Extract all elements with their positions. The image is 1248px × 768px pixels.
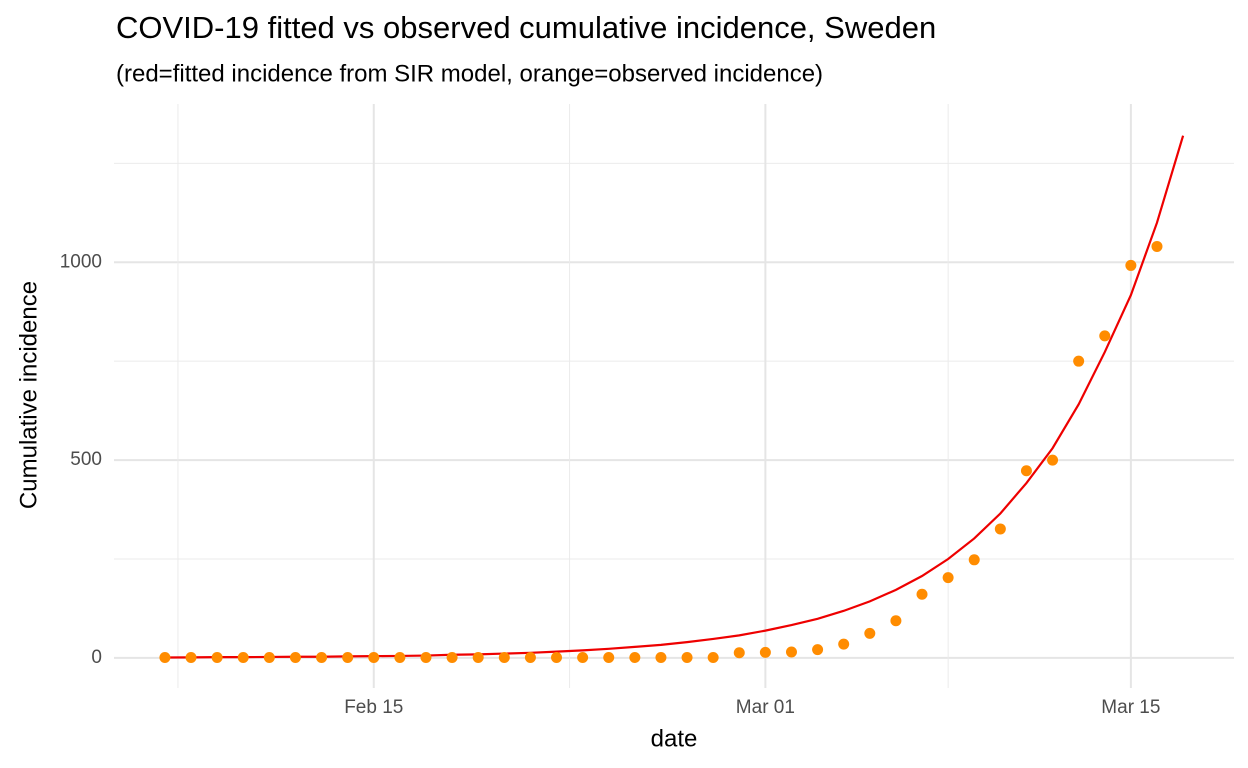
x-tick-label: Mar 15 bbox=[1101, 697, 1160, 718]
observed-point bbox=[812, 644, 824, 656]
chart-title: COVID-19 fitted vs observed cumulative i… bbox=[116, 10, 936, 45]
observed-point bbox=[498, 652, 510, 664]
x-tick-label: Feb 15 bbox=[344, 697, 403, 718]
observed-point bbox=[524, 652, 536, 664]
observed-point bbox=[1151, 240, 1163, 252]
observed-point bbox=[916, 588, 928, 600]
observed-point bbox=[289, 652, 301, 664]
y-tick-label: 500 bbox=[70, 449, 102, 470]
observed-point bbox=[263, 652, 275, 664]
observed-point bbox=[968, 554, 980, 566]
observed-point bbox=[1020, 465, 1032, 477]
observed-point bbox=[237, 652, 249, 664]
observed-point bbox=[864, 627, 876, 639]
observed-point bbox=[551, 652, 563, 664]
observed-point bbox=[1125, 259, 1137, 271]
observed-point bbox=[1047, 454, 1059, 466]
x-axis-label: date bbox=[651, 725, 698, 752]
observed-point bbox=[655, 652, 667, 664]
observed-point bbox=[159, 652, 171, 664]
observed-point bbox=[368, 652, 380, 664]
observed-point bbox=[629, 652, 641, 664]
grid bbox=[114, 104, 1234, 688]
x-tick-label: Mar 01 bbox=[736, 697, 795, 718]
observed-point bbox=[942, 572, 954, 584]
observed-point bbox=[707, 652, 719, 664]
observed-point bbox=[472, 652, 484, 664]
observed-point bbox=[1073, 355, 1085, 367]
observed-point bbox=[316, 652, 328, 664]
observed-point bbox=[342, 652, 354, 664]
marks bbox=[159, 135, 1185, 664]
observed-point bbox=[603, 652, 615, 664]
observed-point bbox=[994, 523, 1006, 535]
observed-point bbox=[211, 652, 223, 664]
observed-point bbox=[838, 638, 850, 650]
observed-point bbox=[420, 652, 432, 664]
observed-point bbox=[446, 652, 458, 664]
observed-point bbox=[733, 647, 745, 659]
observed-point bbox=[759, 646, 771, 658]
observed-point bbox=[1099, 330, 1111, 342]
observed-point bbox=[185, 652, 197, 664]
observed-point bbox=[681, 652, 693, 664]
y-tick-label: 0 bbox=[91, 647, 102, 668]
fitted-line bbox=[164, 135, 1185, 659]
chart-subtitle: (red=fitted incidence from SIR model, or… bbox=[116, 60, 823, 87]
observed-point bbox=[577, 652, 589, 664]
observed-point bbox=[785, 646, 797, 658]
observed-point bbox=[394, 652, 406, 664]
y-axis-label: Cumulative incidence bbox=[15, 281, 42, 509]
y-tick-label: 1000 bbox=[60, 251, 102, 272]
observed-point bbox=[890, 615, 902, 627]
